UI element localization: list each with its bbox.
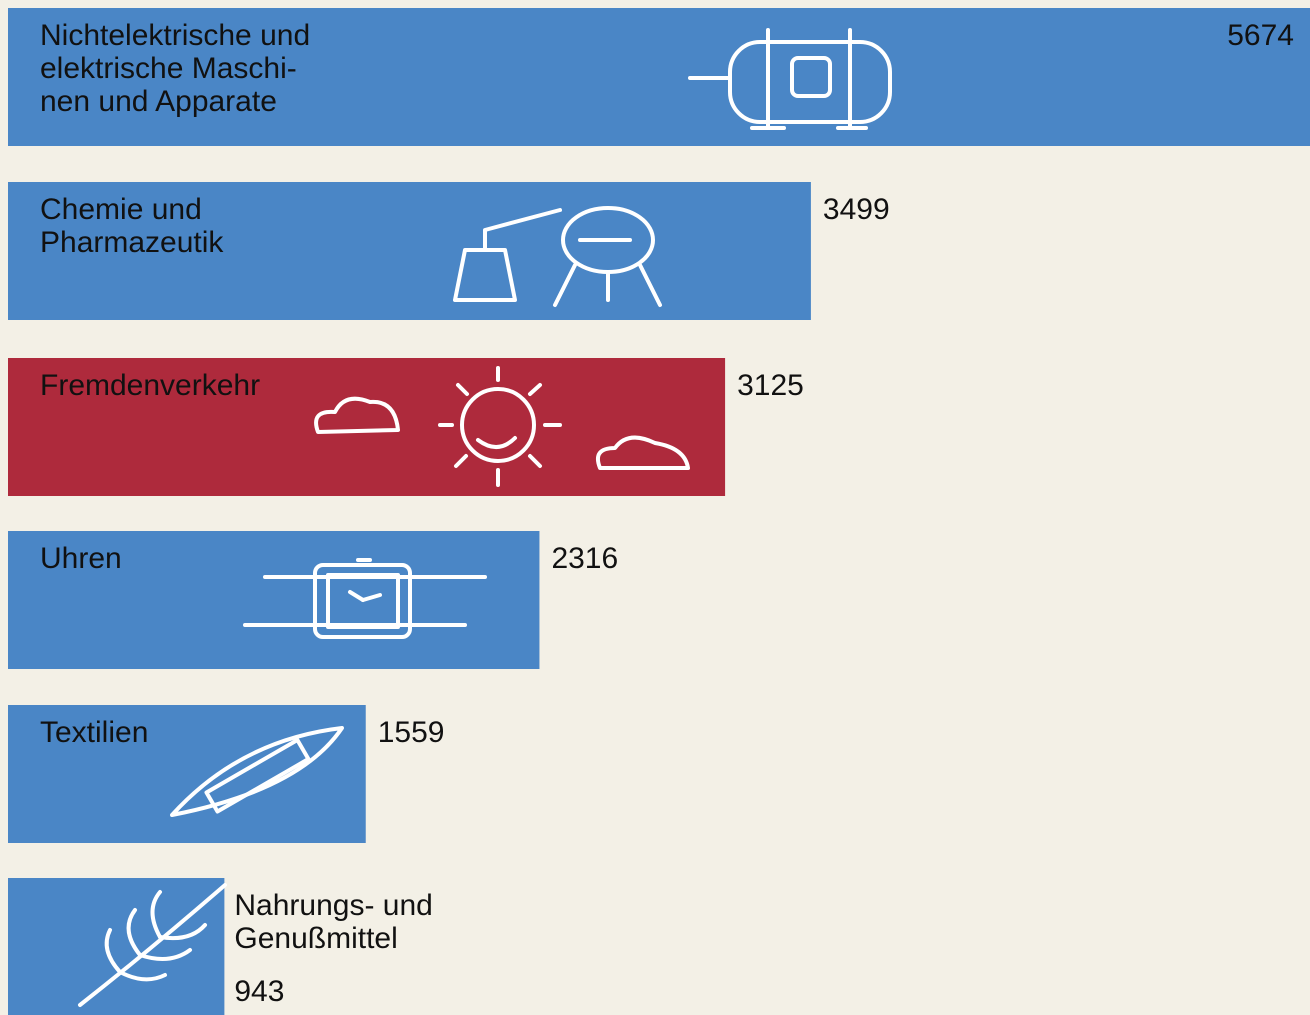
tourism-icon — [314, 366, 690, 487]
machine-icon — [688, 28, 892, 130]
value-label: 3125 — [737, 369, 804, 402]
value-label: 3499 — [823, 193, 890, 226]
chemistry-icon — [453, 206, 662, 307]
textile-icon — [170, 726, 344, 817]
category-label: Pharmazeutik — [40, 226, 224, 259]
bar — [8, 531, 540, 669]
category-label: elektrische Maschi- — [40, 52, 297, 85]
bar — [8, 182, 811, 320]
bar — [8, 878, 225, 1015]
category-label: Fremdenverkehr — [40, 369, 260, 402]
bar — [8, 8, 1310, 146]
category-label: Textilien — [40, 716, 148, 749]
value-label: 2316 — [551, 542, 618, 575]
category-label: Chemie und — [40, 193, 202, 226]
value-label: 1559 — [378, 716, 445, 749]
category-label: Uhren — [40, 542, 122, 575]
category-label: Nahrungs- und — [234, 889, 432, 922]
category-label: Genußmittel — [234, 922, 397, 955]
category-label: Nichtelektrische und — [40, 19, 310, 52]
bar — [8, 358, 726, 496]
value-label: 5674 — [1227, 19, 1294, 52]
watch-icon — [243, 558, 487, 639]
value-label: 943 — [234, 975, 284, 1008]
food-icon — [78, 883, 227, 1007]
category-label: nen und Apparate — [40, 85, 277, 118]
bar — [8, 705, 366, 843]
